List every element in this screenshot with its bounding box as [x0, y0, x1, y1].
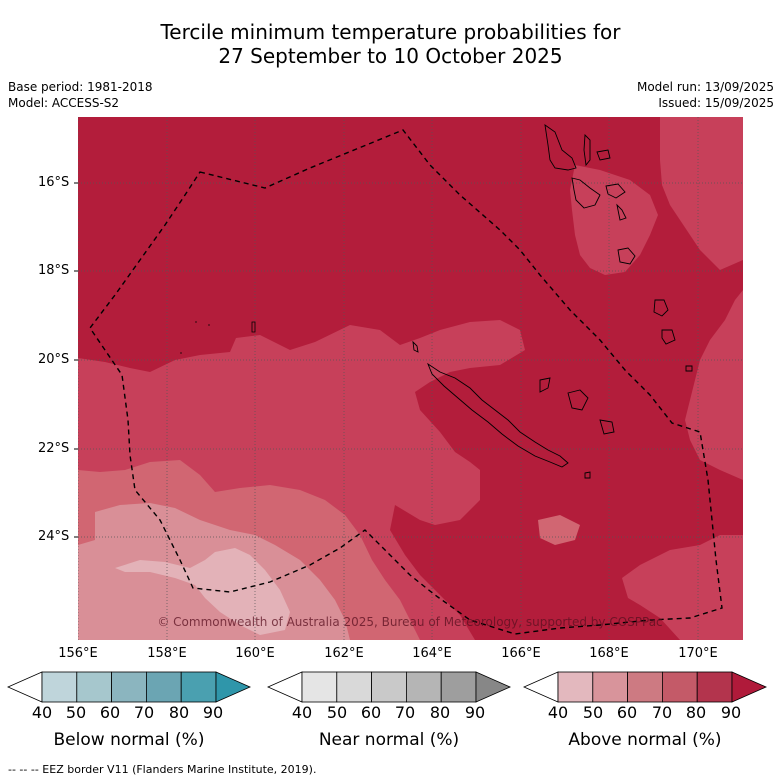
lon-label-160e: 160°E	[235, 646, 275, 661]
above-max-triangle	[731, 671, 767, 703]
copyright-watermark: © Commonwealth of Australia 2025, Bureau…	[157, 615, 662, 629]
near-swatch	[336, 671, 372, 703]
below-max-triangle	[215, 671, 251, 703]
below-swatch	[111, 671, 147, 703]
near-normal-label: Near normal (%)	[318, 730, 460, 750]
colorbar-near-normal	[267, 671, 511, 703]
model-name: Model: ACCESS-S2	[8, 96, 120, 110]
tick-label: 90	[464, 703, 486, 722]
tick-label: 70	[394, 703, 416, 722]
lon-label-166e: 166°E	[501, 646, 541, 661]
new-caledonia-island	[427, 362, 569, 468]
lon-label-156e: 156°E	[58, 646, 98, 661]
base-period: Base period: 1981-2018	[8, 80, 153, 94]
tick-label: 50	[326, 703, 348, 722]
eez-border	[89, 129, 723, 635]
prob-zone-70-80-northeast	[660, 117, 743, 270]
near-swatch	[301, 671, 338, 703]
tick-label: 70	[651, 703, 673, 722]
prob-zone-70-80-vanuatu	[570, 165, 658, 275]
above-normal-label: Above normal (%)	[568, 730, 722, 750]
above-swatch	[662, 671, 698, 703]
lat-label-22s: 22°S	[38, 441, 70, 456]
near-swatch	[371, 671, 407, 703]
above-swatch	[696, 671, 733, 703]
lat-label-16s: 16°S	[38, 175, 70, 190]
above-swatch	[592, 671, 628, 703]
title-line-1: Tercile minimum temperature probabilitie…	[160, 20, 621, 44]
small-islets	[180, 321, 256, 354]
tick-label: 90	[720, 703, 742, 722]
model-run: Model run: 13/09/2025	[636, 80, 774, 94]
lat-label-20s: 20°S	[38, 352, 70, 367]
tick-label: 40	[291, 703, 313, 722]
below-swatch	[145, 671, 182, 703]
lon-label-158e: 158°E	[147, 646, 187, 661]
tick-label: 50	[65, 703, 87, 722]
prob-zone-40-50	[115, 548, 290, 635]
prob-zone-60-70-east	[538, 515, 580, 545]
near-swatch	[405, 671, 442, 703]
grid-lines	[78, 117, 743, 640]
near-max-triangle	[475, 671, 511, 703]
tick-label: 40	[31, 703, 53, 722]
colorbars	[7, 671, 767, 703]
tick-label: 40	[547, 703, 569, 722]
tick-label: 50	[582, 703, 604, 722]
tick-label: 70	[133, 703, 155, 722]
colorbar-above-normal	[523, 671, 767, 703]
below-normal-label: Below normal (%)	[53, 730, 205, 750]
below-min-triangle	[7, 671, 43, 703]
issued-date: Issued: 15/09/2025	[658, 96, 774, 110]
isle-of-pines	[412, 340, 591, 479]
tick-label: 60	[360, 703, 382, 722]
below-swatch	[76, 671, 113, 703]
near-min-triangle	[267, 671, 303, 703]
prob-zone-70-80-east	[622, 117, 743, 640]
tick-label: 80	[685, 703, 707, 722]
title-line-2: 27 September to 10 October 2025	[218, 44, 563, 68]
colorbar-below-normal	[7, 671, 251, 703]
lon-label-164e: 164°E	[412, 646, 452, 661]
lat-label-24s: 24°S	[38, 529, 70, 544]
loyalty-islands	[539, 377, 615, 435]
eez-footnote: -- -- -- EEZ border V11 (Flanders Marine…	[8, 763, 317, 776]
above-swatch	[557, 671, 594, 703]
lon-label-162e: 162°E	[324, 646, 364, 661]
tick-label: 60	[99, 703, 121, 722]
tick-label: 80	[168, 703, 190, 722]
tick-label: 60	[616, 703, 638, 722]
above-swatch	[627, 671, 663, 703]
above-min-triangle	[523, 671, 559, 703]
near-swatch	[440, 671, 477, 703]
vanuatu-islands	[544, 124, 693, 372]
below-swatch	[41, 671, 78, 703]
tick-label: 90	[202, 703, 224, 722]
tick-label: 80	[429, 703, 451, 722]
lon-label-170e: 170°E	[678, 646, 718, 661]
below-swatch	[180, 671, 217, 703]
lon-label-168e: 168°E	[589, 646, 629, 661]
lat-label-18s: 18°S	[38, 263, 70, 278]
